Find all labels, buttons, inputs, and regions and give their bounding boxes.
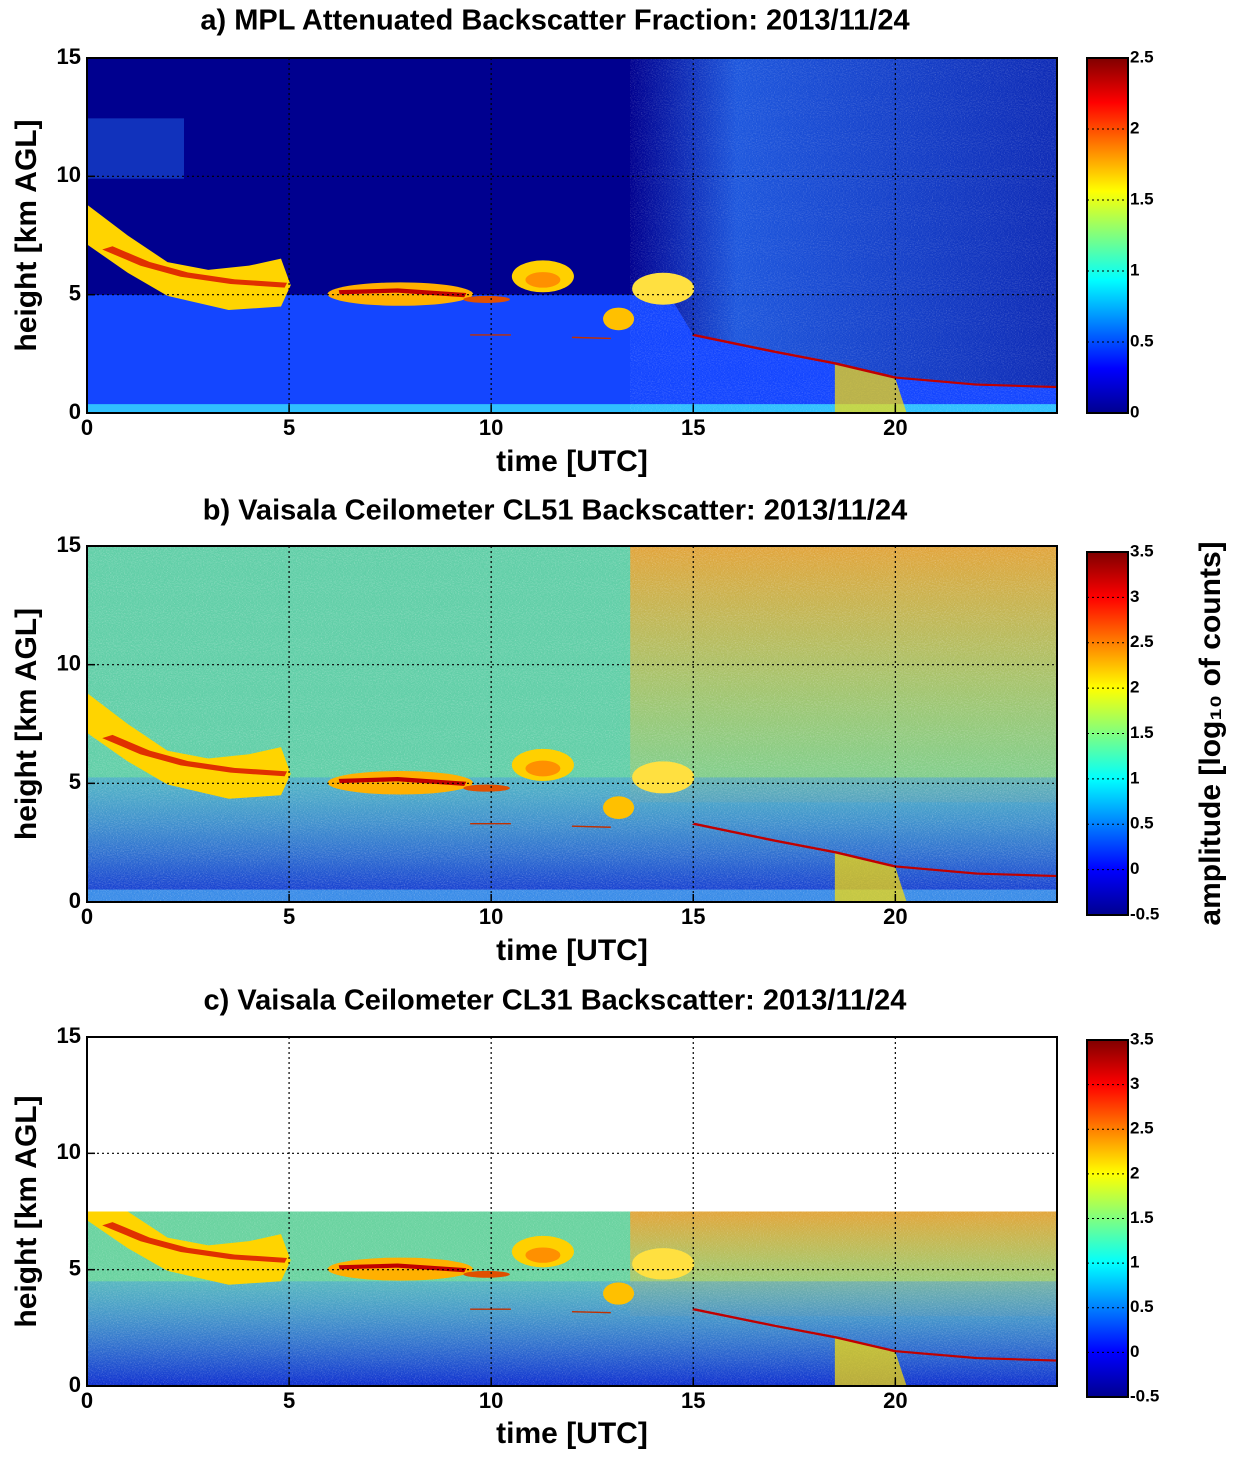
chart-title: b) Vaisala Ceilometer CL51 Backscatter: … (203, 495, 907, 527)
y-axis-label: height [km AGL] (10, 608, 43, 840)
chart-title: a) MPL Attenuated Backscatter Fraction: … (200, 5, 909, 37)
x-axis-label: time [UTC] (496, 1417, 648, 1450)
y-tick-label: 10 (57, 1139, 81, 1164)
x-tick-label: 15 (681, 904, 705, 929)
colorbar-tick-label: 3 (1130, 1074, 1139, 1093)
colorbar-tick-label: 1 (1130, 768, 1139, 787)
y-tick-label: 5 (69, 280, 81, 305)
y-tick-label: 15 (57, 532, 81, 557)
colorbar-tick-label: 2.5 (1130, 632, 1154, 651)
x-tick-label: 15 (681, 1388, 705, 1413)
x-tick-label: 10 (479, 415, 503, 440)
x-tick-label: 0 (81, 904, 93, 929)
x-tick-label: 0 (81, 415, 93, 440)
colorbar-tick-label: 2.5 (1130, 47, 1154, 66)
colorbar-tick-label: 0 (1130, 859, 1139, 878)
colorbar-tick-label: 1 (1130, 260, 1139, 279)
x-tick-label: 0 (81, 1388, 93, 1413)
x-tick-label: 20 (883, 904, 907, 929)
y-tick-label: 10 (57, 650, 81, 675)
x-axis-label: time [UTC] (496, 934, 648, 967)
colorbar-tick-label: 2 (1130, 1163, 1139, 1182)
colorbar-tick-label: 0 (1130, 402, 1139, 421)
colorbar-tick-label: 3.5 (1130, 1029, 1154, 1048)
y-axis-label: height [km AGL] (10, 119, 43, 351)
y-tick-label: 0 (69, 888, 81, 913)
colorbar-tick-label: 2 (1130, 118, 1139, 137)
axes-frame (86, 1036, 1058, 1387)
heatmap-image (87, 58, 1057, 413)
x-tick-label: 5 (283, 904, 295, 929)
colorbar-tick-label: 1 (1130, 1253, 1139, 1272)
colorbar-tick-label: 1.5 (1130, 189, 1154, 208)
axes-frame (86, 57, 1058, 414)
colorbar-tick-label: 0.5 (1130, 331, 1154, 350)
y-tick-label: 15 (57, 44, 81, 69)
y-tick-label: 0 (69, 1372, 81, 1397)
colorbar-tick-label: 1.5 (1130, 723, 1154, 742)
x-tick-label: 20 (883, 1388, 907, 1413)
x-tick-label: 5 (283, 1388, 295, 1413)
axes-frame (86, 545, 1058, 903)
colorbar-tick-label: 3.5 (1130, 541, 1154, 560)
x-tick-label: 5 (283, 415, 295, 440)
colorbar-tick-label: -0.5 (1130, 1386, 1159, 1405)
heatmap-image (87, 546, 1057, 902)
y-tick-label: 5 (69, 1255, 81, 1280)
colorbar-tick-label: -0.5 (1130, 904, 1159, 923)
colorbar-label: amplitude [log₁₀ of counts] (1194, 541, 1227, 925)
heatmap-image (87, 1037, 1057, 1386)
chart-title: c) Vaisala Ceilometer CL31 Backscatter: … (204, 985, 907, 1017)
y-tick-label: 15 (57, 1023, 81, 1048)
colorbar-tick-label: 2.5 (1130, 1119, 1154, 1138)
colorbar (1086, 57, 1129, 414)
x-tick-label: 15 (681, 415, 705, 440)
colorbar-tick-label: 0 (1130, 1342, 1139, 1361)
y-tick-label: 0 (69, 399, 81, 424)
x-tick-label: 10 (479, 1388, 503, 1413)
colorbar-tick-label: 1.5 (1130, 1208, 1154, 1227)
colorbar-tick-label: 0.5 (1130, 814, 1154, 833)
x-axis-label: time [UTC] (496, 445, 648, 478)
x-tick-label: 10 (479, 904, 503, 929)
y-axis-label: height [km AGL] (10, 1095, 43, 1327)
colorbar-tick-label: 0.5 (1130, 1297, 1154, 1316)
colorbar-tick-label: 2 (1130, 678, 1139, 697)
y-tick-label: 5 (69, 769, 81, 794)
y-tick-label: 10 (57, 162, 81, 187)
colorbar-tick-label: 3 (1130, 587, 1139, 606)
x-tick-label: 20 (883, 415, 907, 440)
